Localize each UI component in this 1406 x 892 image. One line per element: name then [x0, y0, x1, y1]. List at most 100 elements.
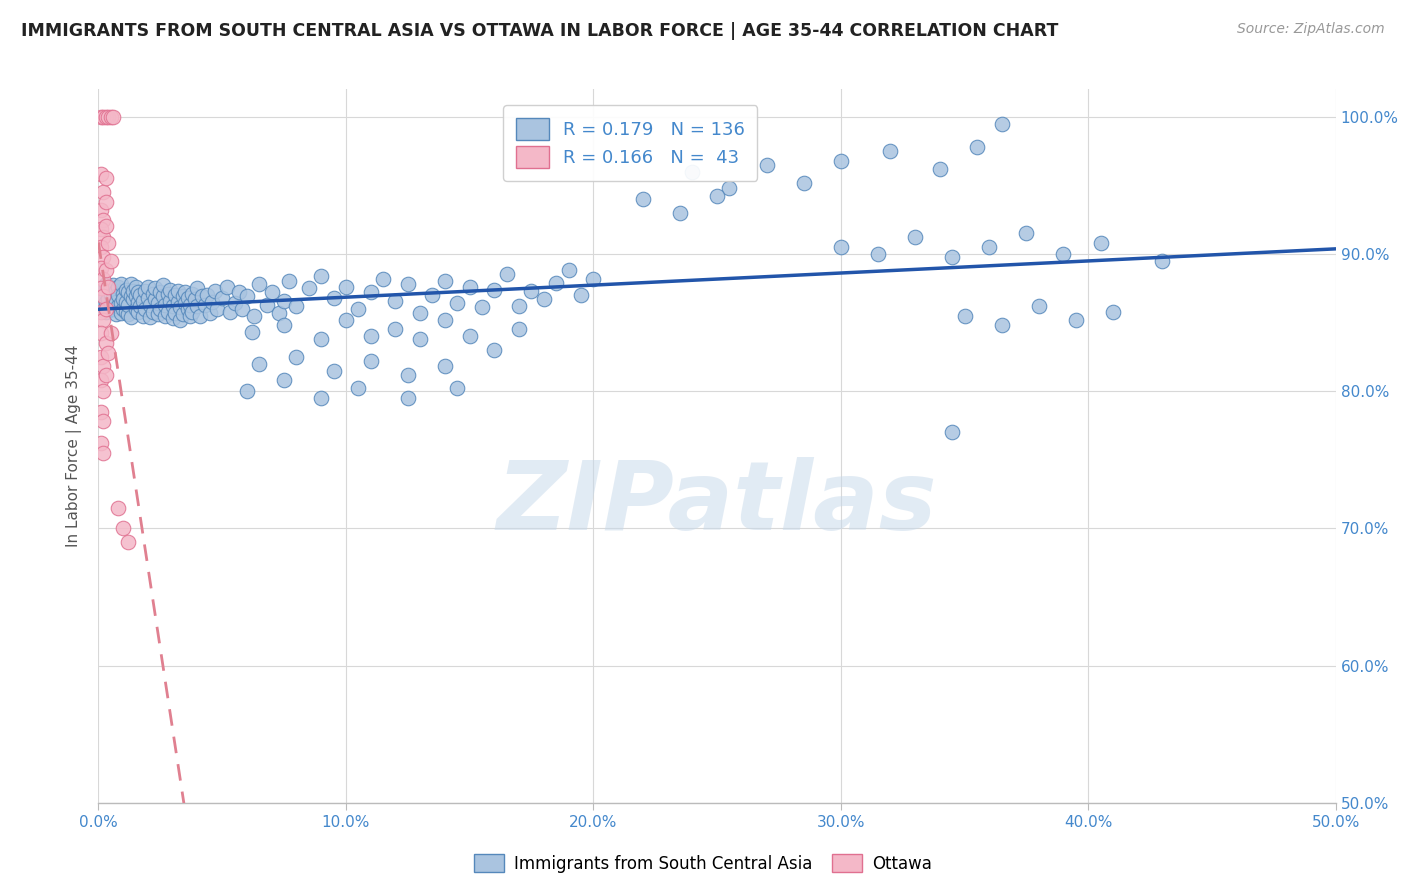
Point [93, 312, 115, 326]
Point [360, 329, 382, 343]
Point [217, 280, 239, 294]
Point [103, 291, 125, 305]
Point [90, 202, 112, 217]
Point [979, 240, 1001, 254]
Point [110, 277, 132, 291]
Point [243, 309, 266, 323]
Point [90, 110, 112, 124]
Point [103, 278, 125, 293]
Point [458, 280, 481, 294]
Point [520, 284, 543, 298]
Text: ZIPatlas: ZIPatlas [496, 457, 938, 549]
Point [156, 286, 179, 301]
Point [159, 283, 181, 297]
Point [191, 289, 214, 303]
Point [240, 325, 263, 339]
Point [179, 298, 201, 312]
Point [136, 291, 159, 305]
Point [582, 271, 605, 285]
Point [267, 306, 290, 320]
Point [136, 280, 159, 294]
Point [205, 301, 228, 316]
Point [104, 294, 127, 309]
Point [107, 500, 129, 515]
Point [508, 322, 530, 336]
Point [273, 318, 295, 333]
Point [97, 110, 120, 124]
Point [110, 296, 132, 310]
Point [127, 304, 149, 318]
Point [94, 263, 117, 277]
Point [100, 110, 122, 124]
Point [112, 292, 135, 306]
Point [100, 326, 122, 341]
Point [176, 291, 198, 305]
Point [941, 425, 963, 440]
Point [93, 110, 115, 124]
Point [228, 285, 250, 300]
Point [124, 301, 146, 316]
Point [941, 250, 963, 264]
Point [1064, 312, 1087, 326]
Point [93, 414, 115, 428]
Point [322, 363, 344, 377]
Point [194, 298, 217, 312]
Point [142, 304, 165, 318]
Point [94, 294, 117, 309]
Point [174, 285, 197, 300]
Point [107, 299, 129, 313]
Point [335, 312, 357, 326]
Point [396, 391, 419, 405]
Point [247, 357, 270, 371]
Point [866, 247, 889, 261]
Point [335, 280, 357, 294]
Point [904, 230, 927, 244]
Point [1015, 227, 1038, 241]
Point [953, 309, 976, 323]
Point [94, 304, 117, 318]
Point [879, 144, 901, 158]
Point [100, 288, 122, 302]
Point [446, 296, 468, 310]
Point [166, 284, 188, 298]
Point [928, 161, 950, 176]
Point [103, 301, 125, 316]
Point [94, 301, 117, 316]
Point [201, 294, 224, 309]
Point [179, 309, 201, 323]
Point [546, 276, 568, 290]
Point [830, 240, 852, 254]
Point [124, 280, 146, 294]
Point [93, 230, 115, 244]
Point [156, 304, 179, 318]
Point [793, 176, 815, 190]
Point [117, 535, 139, 549]
Point [124, 289, 146, 303]
Y-axis label: In Labor Force | Age 35-44: In Labor Force | Age 35-44 [66, 345, 83, 547]
Point [143, 281, 166, 295]
Point [93, 299, 115, 313]
Point [409, 306, 432, 320]
Point [172, 307, 194, 321]
Point [1052, 247, 1074, 261]
Point [90, 326, 112, 341]
Point [371, 271, 394, 285]
Point [176, 301, 198, 316]
Point [117, 298, 139, 312]
Point [90, 405, 112, 419]
Point [433, 274, 456, 288]
Point [236, 289, 259, 303]
Point [90, 350, 112, 364]
Point [134, 284, 156, 298]
Point [112, 286, 135, 301]
Point [107, 280, 129, 294]
Point [309, 268, 332, 283]
Point [93, 212, 115, 227]
Point [669, 205, 692, 219]
Point [169, 312, 191, 326]
Point [94, 171, 117, 186]
Point [966, 140, 988, 154]
Point [94, 277, 117, 291]
Point [990, 318, 1012, 333]
Point [100, 298, 122, 312]
